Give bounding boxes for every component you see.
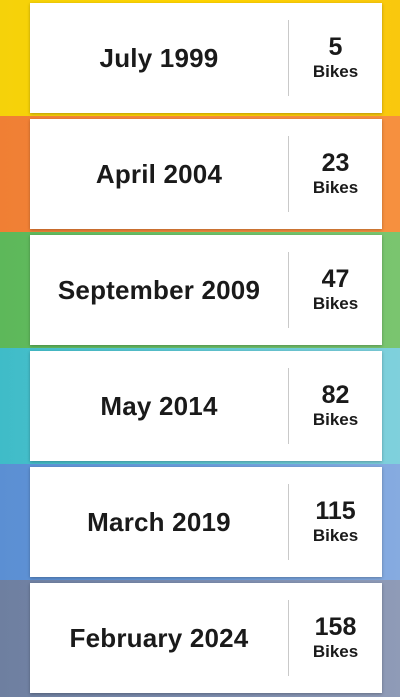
milestone-date: April 2004 [95,158,223,189]
milestone-row: September 2009 47 Bikes [0,232,400,348]
milestone-row: March 2019 115 Bikes [0,464,400,580]
bike-count-value: 23 [321,149,350,177]
milestone-row: July 1999 5 Bikes [0,0,400,116]
milestone-count: 115 Bikes [289,497,382,547]
bike-count-unit: Bikes [312,62,359,81]
bike-count-unit: Bikes [312,526,359,545]
bike-count-unit: Bikes [312,410,359,429]
milestone-card: March 2019 115 Bikes [30,467,382,577]
bike-count-value: 47 [321,265,350,293]
bike-count-value: 5 [328,33,343,61]
milestone-card: April 2004 23 Bikes [30,119,382,229]
milestone-date: July 1999 [99,42,219,73]
milestone-date: May 2014 [100,390,218,421]
divider [288,136,289,212]
divider [288,20,289,96]
bike-count-unit: Bikes [312,642,359,661]
divider [288,484,289,560]
milestone-count: 47 Bikes [289,265,382,315]
milestone-count: 23 Bikes [289,149,382,199]
bike-count-unit: Bikes [312,294,359,313]
milestone-row: May 2014 82 Bikes [0,348,400,464]
milestone-row: February 2024 158 Bikes [0,580,400,697]
milestone-card: September 2009 47 Bikes [30,235,382,345]
milestone-card: May 2014 82 Bikes [30,351,382,461]
divider [288,600,289,676]
milestone-date: September 2009 [57,274,261,305]
divider [288,252,289,328]
milestone-card: February 2024 158 Bikes [30,583,382,693]
milestone-date: March 2019 [87,506,231,537]
bike-count-value: 115 [315,497,356,525]
milestone-count: 158 Bikes [289,613,382,663]
milestone-count: 5 Bikes [289,33,382,83]
milestone-card: July 1999 5 Bikes [30,3,382,113]
bike-count-value: 158 [314,613,357,641]
divider [288,368,289,444]
milestone-row: April 2004 23 Bikes [0,116,400,232]
milestone-count: 82 Bikes [289,381,382,431]
milestone-date: February 2024 [69,622,249,653]
bike-count-value: 82 [321,381,350,409]
bike-count-unit: Bikes [312,178,359,197]
